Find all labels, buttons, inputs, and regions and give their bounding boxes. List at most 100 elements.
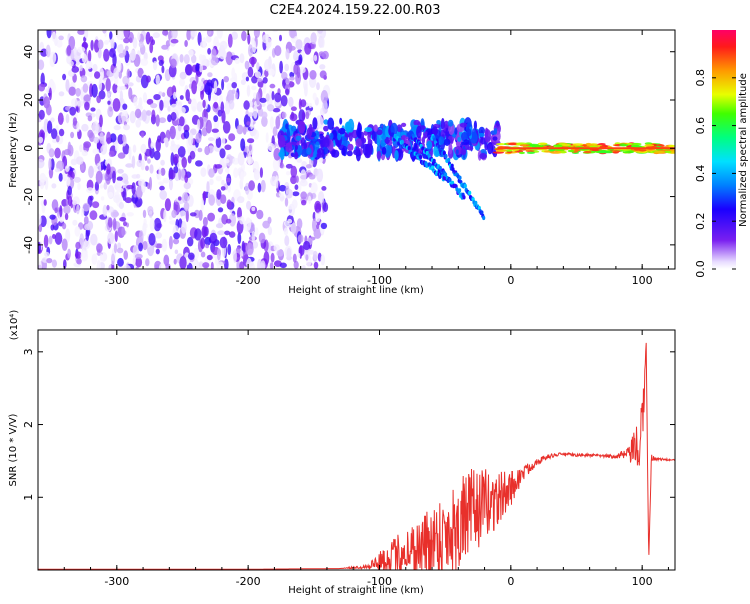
snr-x-tick-label: 0: [507, 575, 514, 588]
spectrogram-cell: [142, 92, 148, 103]
spectrogram-cell: [162, 177, 170, 184]
spectrogram-cell: [112, 53, 117, 67]
spectrogram-cell: [519, 144, 531, 147]
spectrogram-cell: [155, 248, 160, 255]
spectrogram-cell: [158, 181, 164, 186]
spectrogram-cell: [191, 54, 197, 64]
spectrogram-cell: [185, 209, 189, 223]
spectrogram-cell: [75, 241, 81, 250]
spectrogram-cell: [391, 132, 395, 137]
spectrogram-cell: [285, 78, 290, 85]
spectrogram-cell: [316, 224, 320, 229]
spectrogram-cell: [107, 191, 114, 198]
spectrogram-cell: [76, 100, 84, 107]
spectrogram-cell: [376, 137, 381, 147]
spectrogram-cell: [118, 53, 125, 58]
spectrogram-cell: [288, 96, 294, 108]
spectrogram-cell: [459, 122, 468, 128]
spectrogram-cell: [179, 95, 184, 100]
snr-frame: [37, 329, 676, 571]
spectrogram-cell: [431, 165, 435, 170]
spectrogram-cell: [81, 53, 88, 63]
spectrogram-cell: [49, 51, 57, 64]
spectrogram-cell: [286, 127, 290, 140]
spectrogram-cell: [296, 145, 303, 156]
spectrogram-cell: [421, 146, 425, 151]
spectrogram-cell: [285, 48, 290, 60]
spectrogram-cell: [64, 165, 70, 173]
spectrogram-cell: [261, 116, 268, 127]
spectrogram-cell: [515, 142, 527, 145]
spectrogram-cell: [160, 167, 166, 176]
spectrogram-y-tick-label: 0: [22, 145, 35, 152]
spectrogram-cell: [155, 232, 163, 239]
spectrogram-cell: [204, 145, 211, 156]
spectrogram-cell: [339, 117, 343, 125]
spectrogram-cell: [231, 31, 238, 40]
spectrogram-cell: [246, 200, 252, 210]
spectrogram-cell: [221, 136, 226, 146]
spectrogram-cell: [216, 248, 221, 261]
spectrogram-cell: [262, 220, 270, 229]
spectrogram-cell: [278, 192, 284, 197]
spectrogram-cell: [179, 256, 187, 269]
spectrogram-cell: [77, 182, 81, 191]
spectrogram-cell: [243, 100, 250, 110]
spectrogram-cell: [273, 244, 280, 252]
spectrogram-cell: [245, 217, 252, 231]
spectrogram-cell: [246, 156, 254, 165]
colorbar-tick-label: 0.8: [694, 69, 707, 87]
spectrogram-cell: [668, 144, 675, 148]
spectrogram-cell: [220, 101, 225, 114]
spectrogram-cell: [319, 64, 326, 70]
spectrogram-cell: [123, 37, 130, 44]
spectrogram-cell: [62, 73, 67, 81]
spectrogram-cell: [92, 63, 98, 72]
spectrogram-cell: [229, 213, 236, 227]
spectrogram-cell: [38, 158, 45, 169]
colorbar-tick-label: 0.0: [694, 260, 707, 278]
spectrogram-cell: [187, 194, 194, 207]
spectrogram-cell: [118, 201, 124, 210]
spectrogram-cell: [76, 258, 82, 265]
spectrogram-cell: [181, 156, 187, 169]
snr-x-ticks: -300 -200 -100 0 100: [37, 330, 669, 588]
spectrogram-cell: [52, 234, 56, 239]
spectrogram-cell: [133, 96, 138, 107]
spectrogram-cell: [369, 143, 373, 155]
spectrogram-cell: [280, 95, 288, 107]
spectrogram-cell: [195, 62, 200, 72]
colorbar-label: Normalized spectral amplitude: [738, 73, 749, 227]
spectrogram-cell: [67, 248, 71, 259]
spectrogram-cell: [261, 111, 268, 119]
spectrogram-cell: [307, 249, 315, 255]
spectrogram-cell: [217, 109, 222, 117]
spectrogram-cell: [88, 165, 94, 179]
spectrogram-cell: [105, 171, 111, 185]
spectrogram-cell: [178, 210, 187, 221]
spectrogram-cell: [164, 263, 171, 269]
spectrogram-cell: [91, 121, 99, 135]
spectrogram-cell: [218, 49, 227, 60]
spectrogram-cell: [164, 198, 171, 212]
spectrogram-cell: [305, 254, 309, 261]
spectrogram-cell: [240, 138, 246, 152]
spectrogram-cell: [170, 152, 175, 166]
spectrogram-cell: [284, 197, 289, 207]
spectrogram-cell: [239, 53, 245, 64]
spectrogram-cell: [54, 207, 58, 214]
spectrogram-cell: [317, 30, 323, 34]
spectrogram-cell: [122, 187, 127, 201]
spectrogram-cell: [251, 85, 257, 91]
spectrogram-cell: [163, 254, 170, 267]
spectrogram-cell: [253, 169, 260, 181]
spectrogram-cell: [473, 120, 477, 131]
spectrogram-cell: [136, 159, 143, 168]
spectrogram-cell: [259, 97, 267, 103]
snr-x-tick-label: -300: [104, 575, 129, 588]
spectrogram-cell: [604, 150, 613, 154]
spectrogram-cell: [348, 132, 353, 142]
spectrogram-cell: [290, 165, 298, 178]
spectrogram-cell: [56, 39, 63, 48]
spectrogram-cell: [124, 197, 133, 204]
